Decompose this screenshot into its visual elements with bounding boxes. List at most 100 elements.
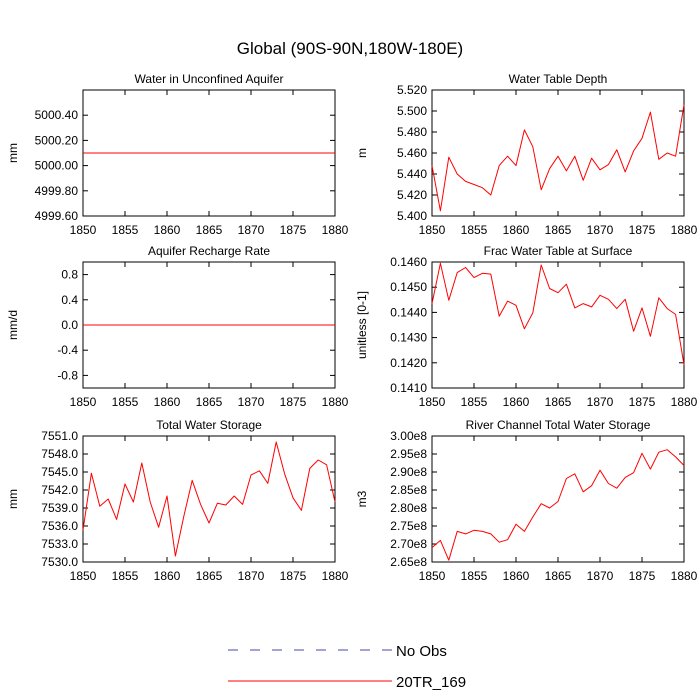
panel-water-in-unconfined-aquifer: Water in Unconfined Aquifer mm 1850 1855 186… <box>6 72 349 237</box>
x-tick-label: 1855 <box>112 223 139 237</box>
y-tick-label: 2.75e8 <box>390 519 427 533</box>
y-tick-label: 5000.00 <box>35 159 79 173</box>
x-tick-label: 1850 <box>419 223 446 237</box>
y-tick-label: 2.70e8 <box>390 537 427 551</box>
series-line-20tr-169 <box>431 104 685 212</box>
y-tick-label: 5.420 <box>397 188 427 202</box>
x-tick-label: 1850 <box>70 223 97 237</box>
x-tick-label: 1865 <box>545 569 572 583</box>
x-tick-label: 1870 <box>587 395 614 409</box>
panel-water-table-depth: Water Table Depth m 1850 1855 1860 1865 1870 18… <box>355 72 698 237</box>
y-tick-label: 7548.0 <box>41 447 78 461</box>
y-tick-label: 0.4 <box>61 293 78 307</box>
y-axis-label: unitless [0-1] <box>355 291 369 359</box>
panel-title: Water Table Depth <box>509 72 608 86</box>
x-tick-label: 1860 <box>154 395 181 409</box>
panel-frac-water-table-at-surface: Frac Water Table at Surface unitless [0-1… <box>355 244 698 409</box>
y-tick-label: 5000.40 <box>35 108 79 122</box>
panel-title: Water in Unconfined Aquifer <box>135 72 284 86</box>
legend-label-no-obs: No Obs <box>396 643 447 660</box>
x-tick-label: 1855 <box>112 395 139 409</box>
legend-label-20tr-169: 20TR_169 <box>396 674 466 691</box>
panel-title: Frac Water Table at Surface <box>484 244 633 258</box>
plot-frame <box>431 261 685 389</box>
y-tick-label: 5.480 <box>397 125 427 139</box>
x-tick-label: 1855 <box>461 395 488 409</box>
panel-title: Aquifer Recharge Rate <box>148 244 270 258</box>
x-tick-label: 1875 <box>629 223 656 237</box>
panels: Water in Unconfined Aquifer mm 1850 1855 186… <box>6 72 698 583</box>
x-tick-label: 1860 <box>503 569 530 583</box>
y-tick-label: 7551.0 <box>41 429 78 443</box>
x-tick-label: 1875 <box>629 569 656 583</box>
x-tick-label: 1880 <box>671 223 698 237</box>
plot-frame <box>431 435 685 563</box>
y-axis-label: mm/d <box>6 310 20 340</box>
y-tick-label: 2.65e8 <box>390 555 427 569</box>
y-tick-label: 4999.80 <box>35 184 79 198</box>
y-tick-label: 7545.0 <box>41 465 78 479</box>
y-axis-label: m <box>355 148 369 158</box>
y-tick-label: 5.520 <box>397 83 427 97</box>
x-tick-label: 1855 <box>461 223 488 237</box>
series-line-20tr-169 <box>82 441 336 557</box>
y-tick-label: 0.1460 <box>390 255 427 269</box>
x-tick-label: 1865 <box>545 395 572 409</box>
x-tick-label: 1880 <box>671 569 698 583</box>
y-tick-label: 0.1420 <box>390 356 427 370</box>
y-tick-label: -0.8 <box>57 368 78 382</box>
y-tick-label: 0.1450 <box>390 280 427 294</box>
y-tick-label: 5.460 <box>397 146 427 160</box>
y-tick-label: -0.4 <box>57 343 78 357</box>
y-tick-label: 2.80e8 <box>390 501 427 515</box>
legend: No Obs 20TR_169 <box>228 643 466 691</box>
y-tick-label: 0.8 <box>61 268 78 282</box>
plot-frame <box>82 435 336 563</box>
panel-title: Total Water Storage <box>156 418 262 432</box>
y-tick-label: 0.1410 <box>390 381 427 395</box>
y-tick-label: 7536.0 <box>41 519 78 533</box>
x-tick-label: 1860 <box>154 569 181 583</box>
y-tick-label: 2.85e8 <box>390 483 427 497</box>
x-tick-label: 1850 <box>419 569 446 583</box>
y-tick-label: 0.1430 <box>390 331 427 345</box>
x-tick-label: 1875 <box>280 395 307 409</box>
y-tick-label: 3.00e8 <box>390 429 427 443</box>
y-tick-label: 5.500 <box>397 104 427 118</box>
y-tick-label: 0.1440 <box>390 305 427 319</box>
y-tick-label: 2.95e8 <box>390 447 427 461</box>
x-tick-label: 1880 <box>322 223 349 237</box>
plot-frame <box>431 89 685 217</box>
x-tick-label: 1860 <box>503 395 530 409</box>
series-line-20tr-169 <box>431 262 685 365</box>
x-tick-label: 1850 <box>419 395 446 409</box>
x-tick-label: 1865 <box>196 395 223 409</box>
x-tick-label: 1870 <box>587 569 614 583</box>
y-axis-label: m3 <box>355 490 369 507</box>
y-tick-label: 7539.0 <box>41 501 78 515</box>
y-axis-label: mm <box>6 489 20 509</box>
x-tick-label: 1870 <box>238 569 265 583</box>
x-tick-label: 1855 <box>461 569 488 583</box>
y-tick-label: 5.400 <box>397 209 427 223</box>
panel-title: River Channel Total Water Storage <box>466 418 651 432</box>
x-tick-label: 1880 <box>322 569 349 583</box>
panel-river-channel-total-water-storage: River Channel Total Water Storage m3 1850 1… <box>355 418 698 583</box>
y-tick-label: 7533.0 <box>41 537 78 551</box>
x-tick-label: 1880 <box>322 395 349 409</box>
y-tick-label: 5.440 <box>397 167 427 181</box>
x-tick-label: 1870 <box>238 395 265 409</box>
series-line-20tr-169 <box>431 449 685 561</box>
panel-total-water-storage: Total Water Storage mm 1850 1855 1860 1865 187… <box>6 418 349 583</box>
x-tick-label: 1860 <box>503 223 530 237</box>
x-tick-label: 1865 <box>196 223 223 237</box>
x-tick-label: 1880 <box>671 395 698 409</box>
y-tick-label: 2.90e8 <box>390 465 427 479</box>
x-tick-label: 1870 <box>587 223 614 237</box>
y-tick-label: 0.0 <box>61 318 78 332</box>
x-tick-label: 1855 <box>112 569 139 583</box>
y-tick-label: 7530.0 <box>41 555 78 569</box>
x-tick-label: 1875 <box>280 569 307 583</box>
x-tick-label: 1850 <box>70 395 97 409</box>
